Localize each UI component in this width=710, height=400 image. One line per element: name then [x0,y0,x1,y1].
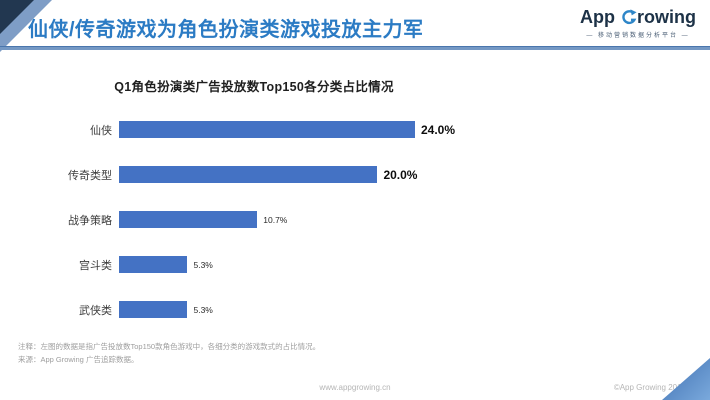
footer-copyright: ©App Growing 2018 [613,383,686,392]
bar-track: 20.0% [119,166,455,183]
chart-row: 武侠类 5.3% [28,287,480,332]
chart-row: 仙侠 24.0% [28,107,480,152]
category-label: 战争策略 [68,214,112,227]
logo-text-app: App [580,7,615,27]
category-label: 宫斗类 [79,259,112,272]
category-label: 传奇类型 [68,169,112,182]
bar-chart: Q1角色扮演类广告投放数Top150各分类占比情况 仙侠 24.0% 传奇类型 20.… [28,76,480,332]
bar-track: 10.7% [119,211,455,228]
bar [119,121,415,138]
logo-wordmark: App rowing [580,7,696,27]
chart-row: 传奇类型 20.0% [28,152,480,197]
bar [119,256,188,273]
value-label: 20.0% [383,167,418,182]
bar [119,166,378,183]
header-divider [0,46,710,50]
logo-tagline: — 移动营销数据分析平台 — [586,33,690,39]
bar-track: 5.3% [119,256,455,273]
logo-text-rowing: rowing [637,7,696,27]
logo-g-swoosh-icon [620,8,637,26]
footnote-line: 来源：App Growing 广告追踪数据。 [18,355,139,364]
footnotes: 注释：左图的数据是指广告投放数Top150款角色游戏中，各细分类的游戏款式的占比… [18,340,320,366]
footnote-line: 注释：左图的数据是指广告投放数Top150款角色游戏中，各细分类的游戏款式的占比… [18,342,321,351]
bar-track: 24.0% [119,121,455,138]
bar [119,301,188,318]
appgrowing-logo: App rowing — 移动营销数据分析平台 — [580,7,696,39]
footer-url: www.appgrowing.cn [319,383,391,392]
value-label: 5.3% [193,259,213,270]
category-label: 仙侠 [90,124,112,137]
bar [119,211,258,228]
corner-triangle-bottomright [662,358,710,400]
category-label: 武侠类 [79,304,112,317]
value-label: 5.3% [193,304,213,315]
chart-plot-area: 仙侠 24.0% 传奇类型 20.0% 战争策略 10.7% 宫斗类 5.3% 武侠类 5.3% [28,107,480,332]
bar-track: 5.3% [119,301,455,318]
value-label: 10.7% [263,214,288,225]
value-label: 24.0% [420,122,455,137]
page-title: 仙侠/传奇游戏为角色扮演类游戏投放主力军 [28,19,424,41]
chart-row: 战争策略 10.7% [28,197,480,242]
chart-row: 宫斗类 5.3% [28,242,480,287]
chart-title: Q1角色扮演类广告投放数Top150各分类占比情况 [114,80,394,94]
